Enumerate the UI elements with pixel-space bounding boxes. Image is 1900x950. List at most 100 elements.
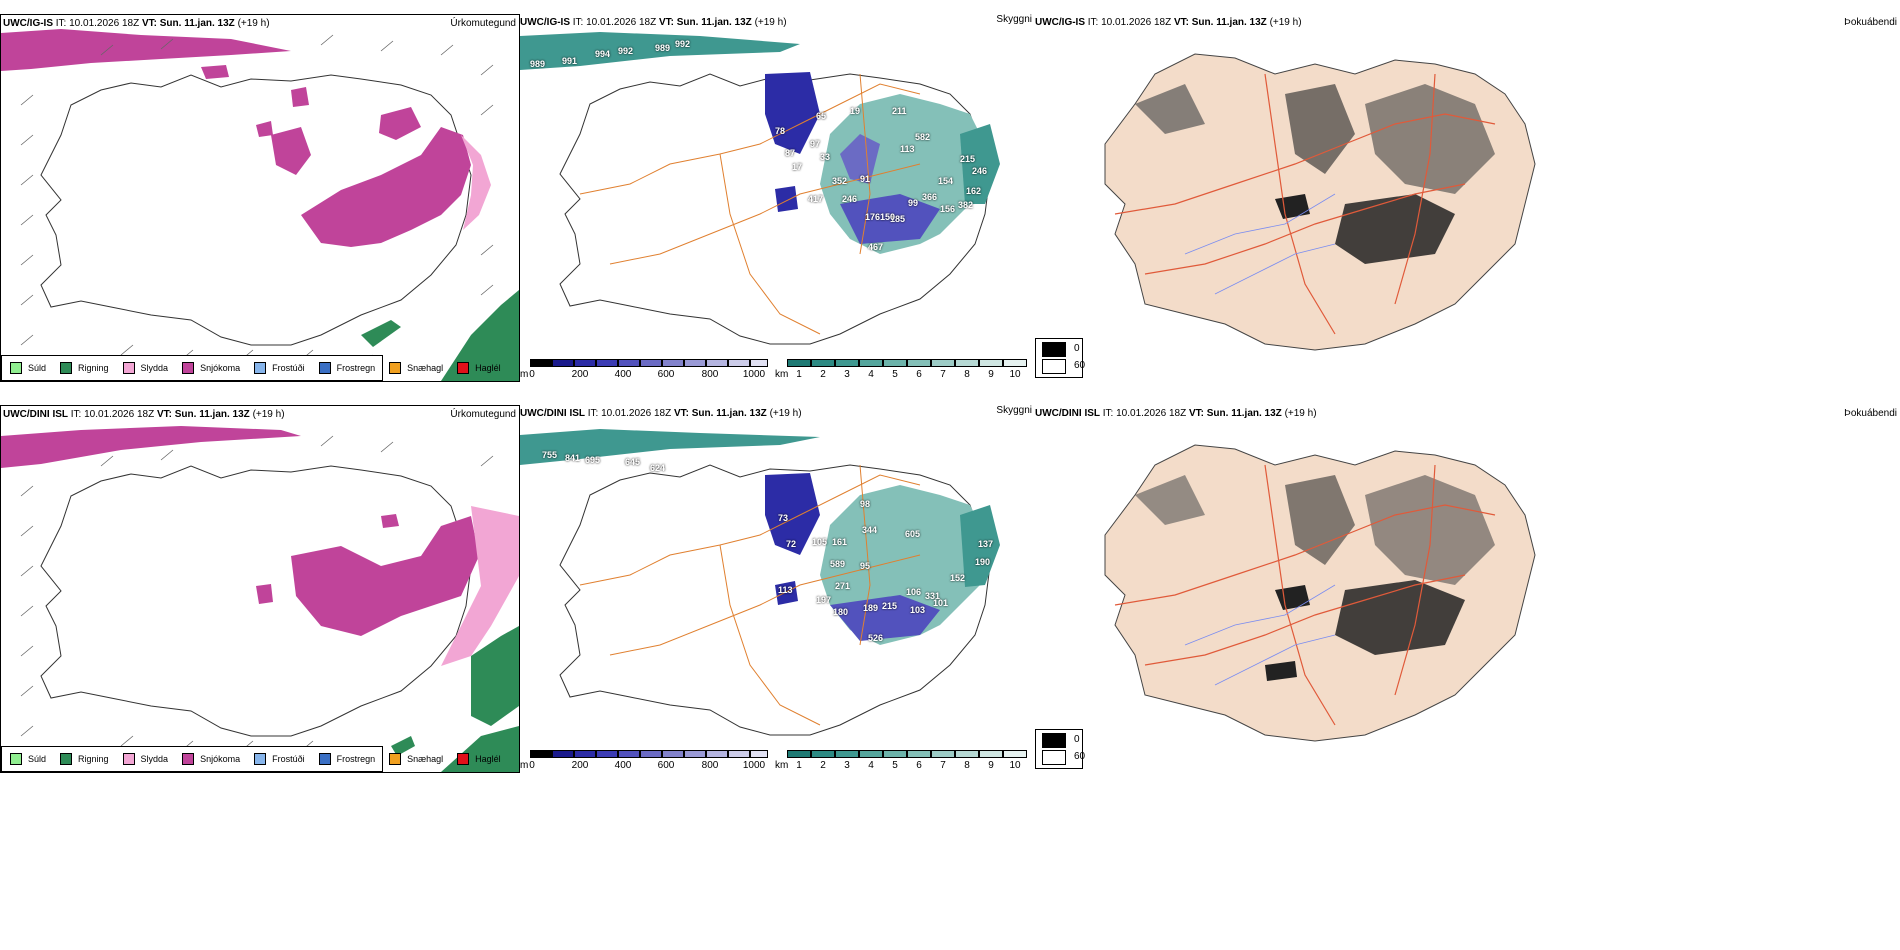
init-time: 10.01.2026 18Z <box>69 18 140 29</box>
ceiling-label: 65 <box>816 111 827 121</box>
legend-item-haglel: Haglél <box>457 362 501 374</box>
ceiling-label: 98 <box>860 499 871 509</box>
cloud-label: 755 <box>542 450 558 460</box>
ceiling-label: 97 <box>810 139 821 149</box>
ceiling-label: 101 <box>933 598 949 608</box>
visibility-map-top <box>520 32 1000 345</box>
legend-item-rigning: Rigning <box>60 753 109 765</box>
cloud-label: 624 <box>650 463 666 473</box>
ceiling-label: 150 <box>880 212 896 222</box>
ceiling-label: 113 <box>778 585 793 595</box>
ceiling-label: 215 <box>960 154 976 164</box>
ceiling-label: 156 <box>940 204 956 214</box>
visibility-panel-top: UWC/IG-IS IT: 10.01.2026 18Z VT: Sun. 11… <box>520 14 1035 380</box>
fog-header-top: UWC/IG-IS IT: 10.01.2026 18Z VT: Sun. 11… <box>1035 17 1302 28</box>
vt-label: VT: <box>141 18 157 29</box>
fog-title-top: Þokuábendi <box>1844 17 1897 28</box>
legend-item-haglel: Haglél <box>457 753 501 765</box>
ceiling-label: 211 <box>892 106 907 116</box>
ceiling-label: 271 <box>835 581 851 591</box>
precip-map-bottom <box>1 426 519 772</box>
iceland-outline <box>559 73 991 345</box>
ceiling-label: 152 <box>950 573 966 583</box>
ceiling-label: 589 <box>830 559 846 569</box>
ceiling-label: 246 <box>972 166 988 176</box>
precip-legend-top: Súld Rigning Slydda Snjókoma Frostúði Fr… <box>1 355 501 381</box>
legend-item-sudd: Súld <box>10 753 46 765</box>
ceiling-label: 197 <box>816 595 832 605</box>
ceiling-label: 137 <box>978 539 994 549</box>
visibility-panel-bottom: UWC/DINI ISL IT: 10.01.2026 18Z VT: Sun.… <box>520 405 1035 771</box>
ceiling-label: 605 <box>905 529 921 539</box>
visibility-map-bottom <box>520 429 1000 736</box>
legend-item-frostregn: Frostregn <box>318 753 375 765</box>
iceland-outline <box>40 74 472 346</box>
ceiling-label: 103 <box>910 605 926 615</box>
fog-header-bottom: UWC/DINI ISL IT: 10.01.2026 18Z VT: Sun.… <box>1035 408 1317 419</box>
cloud-label: 989 <box>655 43 671 53</box>
cloud-label: 994 <box>595 49 611 59</box>
ceiling-label: 78 <box>775 126 786 136</box>
ceiling-label: 99 <box>908 198 919 208</box>
ceiling-label: 366 <box>922 192 938 202</box>
valid-time: Sun. 11.jan. 13Z <box>159 18 235 29</box>
cloud-label: 695 <box>585 455 601 465</box>
legend-item-rigning: Rigning <box>60 362 109 374</box>
model-name: UWC/IG-IS <box>3 18 53 29</box>
ceiling-label: 189 <box>863 603 879 613</box>
cloud-label: 841 <box>565 453 581 463</box>
legend-item-snjokoma: Snjókoma <box>182 362 240 374</box>
precip-header-bottom: UWC/DINI ISL IT: 10.01.2026 18Z VT: Sun.… <box>3 409 285 420</box>
legend-item-snaehagl: Snæhagl <box>389 362 443 374</box>
precip-legend-bottom: Súld Rigning Slydda Snjókoma Frostúði Fr… <box>1 746 501 772</box>
ceiling-label: 33 <box>820 152 831 162</box>
ceiling-label: 215 <box>882 601 898 611</box>
precip-map-top <box>1 29 519 381</box>
ceiling-label: 180 <box>833 607 849 617</box>
precip-header-top: UWC/IG-IS IT: 10.01.2026 18Z VT: Sun. 11… <box>3 18 270 30</box>
fog-title-bottom: Þokuábendi <box>1844 408 1897 419</box>
visibility-header-bottom: UWC/DINI ISL IT: 10.01.2026 18Z VT: Sun.… <box>520 408 802 419</box>
fog-legend-swatch-0 <box>1042 733 1066 748</box>
it-label: IT: <box>55 18 67 29</box>
ceiling-label: 331 <box>925 591 941 601</box>
ceiling-label: 161 <box>832 537 848 547</box>
ceiling-label: 19 <box>850 106 861 116</box>
ceiling-label: 185 <box>890 214 906 224</box>
ceiling-label: 417 <box>808 194 824 204</box>
cloud-label: 992 <box>675 39 691 49</box>
fog-legend-swatch-60 <box>1042 750 1066 765</box>
ceiling-label: 352 <box>832 176 848 186</box>
fog-map-top <box>1104 53 1536 351</box>
cloud-label: 992 <box>618 46 634 56</box>
ceiling-label: 176 <box>865 212 881 222</box>
ceiling-label: 382 <box>958 200 974 210</box>
ceiling-label: 113 <box>900 144 915 154</box>
precip-panel-bottom: UWC/DINI ISL IT: 10.01.2026 18Z VT: Sun.… <box>0 405 520 773</box>
ceiling-label: 467 <box>868 242 884 252</box>
precip-title-bottom: Úrkomutegund <box>450 409 516 420</box>
fog-legend-bottom: 0 60 <box>1035 729 1085 769</box>
legend-item-sudd: Súld <box>10 362 46 374</box>
ceiling-label: 91 <box>860 174 871 184</box>
legend-item-frostudi: Frostúði <box>254 753 305 765</box>
legend-item-frostregn: Frostregn <box>318 362 375 374</box>
ceiling-label: 246 <box>842 194 858 204</box>
ceiling-label: 582 <box>915 132 931 142</box>
fog-map-bottom <box>1104 444 1536 742</box>
legend-item-slydda: Slydda <box>122 753 168 765</box>
ceiling-label: 162 <box>966 186 982 196</box>
iceland-outline <box>559 464 991 736</box>
cloud-label: 991 <box>562 56 578 66</box>
legend-item-snjokoma: Snjókoma <box>182 753 240 765</box>
lead-time: (+19 h) <box>237 18 270 29</box>
fog-legend-swatch-60 <box>1042 359 1066 374</box>
precip-title-top: Úrkomutegund <box>450 18 516 29</box>
cloud-label: 645 <box>625 457 641 467</box>
visibility-header-top: UWC/IG-IS IT: 10.01.2026 18Z VT: Sun. 11… <box>520 17 787 28</box>
fog-legend-swatch-0 <box>1042 342 1066 357</box>
legend-item-snaehagl: Snæhagl <box>389 753 443 765</box>
legend-item-frostudi: Frostúði <box>254 362 305 374</box>
visibility-title-top: Skyggni <box>996 14 1032 25</box>
ceiling-label: 344 <box>862 525 878 535</box>
